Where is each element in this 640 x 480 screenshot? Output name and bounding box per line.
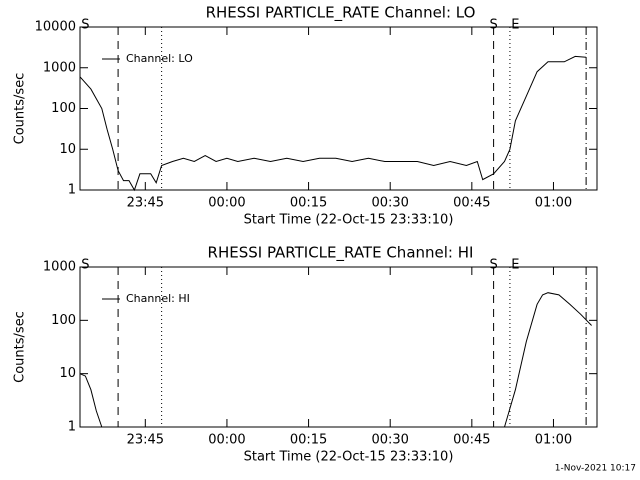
x-tick-label: 00:30 — [371, 196, 408, 211]
y-tick-label: 100 — [51, 313, 76, 328]
annotation: S — [81, 258, 89, 273]
x-tick-label: 00:45 — [453, 196, 490, 211]
x-axis-label: Start Time (22-Oct-15 23:33:10) — [244, 450, 454, 465]
y-axis-label: Counts/sec — [13, 311, 28, 383]
y-axis-label: Counts/sec — [13, 73, 28, 145]
x-tick-label: 23:45 — [127, 433, 164, 448]
footer-date: 1-Nov-2021 10:17 — [555, 464, 636, 474]
legend-label: Channel: HI — [126, 292, 190, 305]
annotation: E — [511, 18, 519, 33]
data-line — [79, 292, 592, 428]
chart-title: RHESSI PARTICLE_RATE Channel: LO — [206, 4, 476, 23]
annotation: S — [81, 18, 89, 33]
x-tick-label: 00:15 — [290, 196, 327, 211]
x-tick-label: 23:45 — [127, 196, 164, 211]
y-tick-label: 10000 — [35, 20, 76, 35]
y-tick-label: 1000 — [43, 260, 76, 275]
annotation: S — [489, 18, 497, 33]
data-line — [79, 55, 587, 192]
plot-frame — [79, 266, 598, 428]
x-tick-label: 01:00 — [535, 433, 572, 448]
x-tick-label: 00:45 — [453, 433, 490, 448]
y-tick-label: 1000 — [43, 60, 76, 75]
x-tick-label: 01:00 — [535, 196, 572, 211]
x-tick-label: 00:30 — [371, 433, 408, 448]
legend-label: Channel: LO — [126, 52, 193, 65]
y-tick-label: 10 — [59, 366, 76, 381]
x-tick-label: 00:00 — [208, 433, 245, 448]
annotation: E — [511, 258, 519, 273]
x-tick-label: 00:15 — [290, 433, 327, 448]
y-tick-label: 1 — [68, 420, 76, 435]
x-tick-label: 00:00 — [208, 196, 245, 211]
y-tick-label: 100 — [51, 101, 76, 116]
chart-title: RHESSI PARTICLE_RATE Channel: HI — [208, 244, 474, 263]
annotation: S — [489, 258, 497, 273]
y-tick-label: 10 — [59, 142, 76, 157]
x-axis-label: Start Time (22-Oct-15 23:33:10) — [244, 213, 454, 228]
y-tick-label: 1 — [68, 183, 76, 198]
